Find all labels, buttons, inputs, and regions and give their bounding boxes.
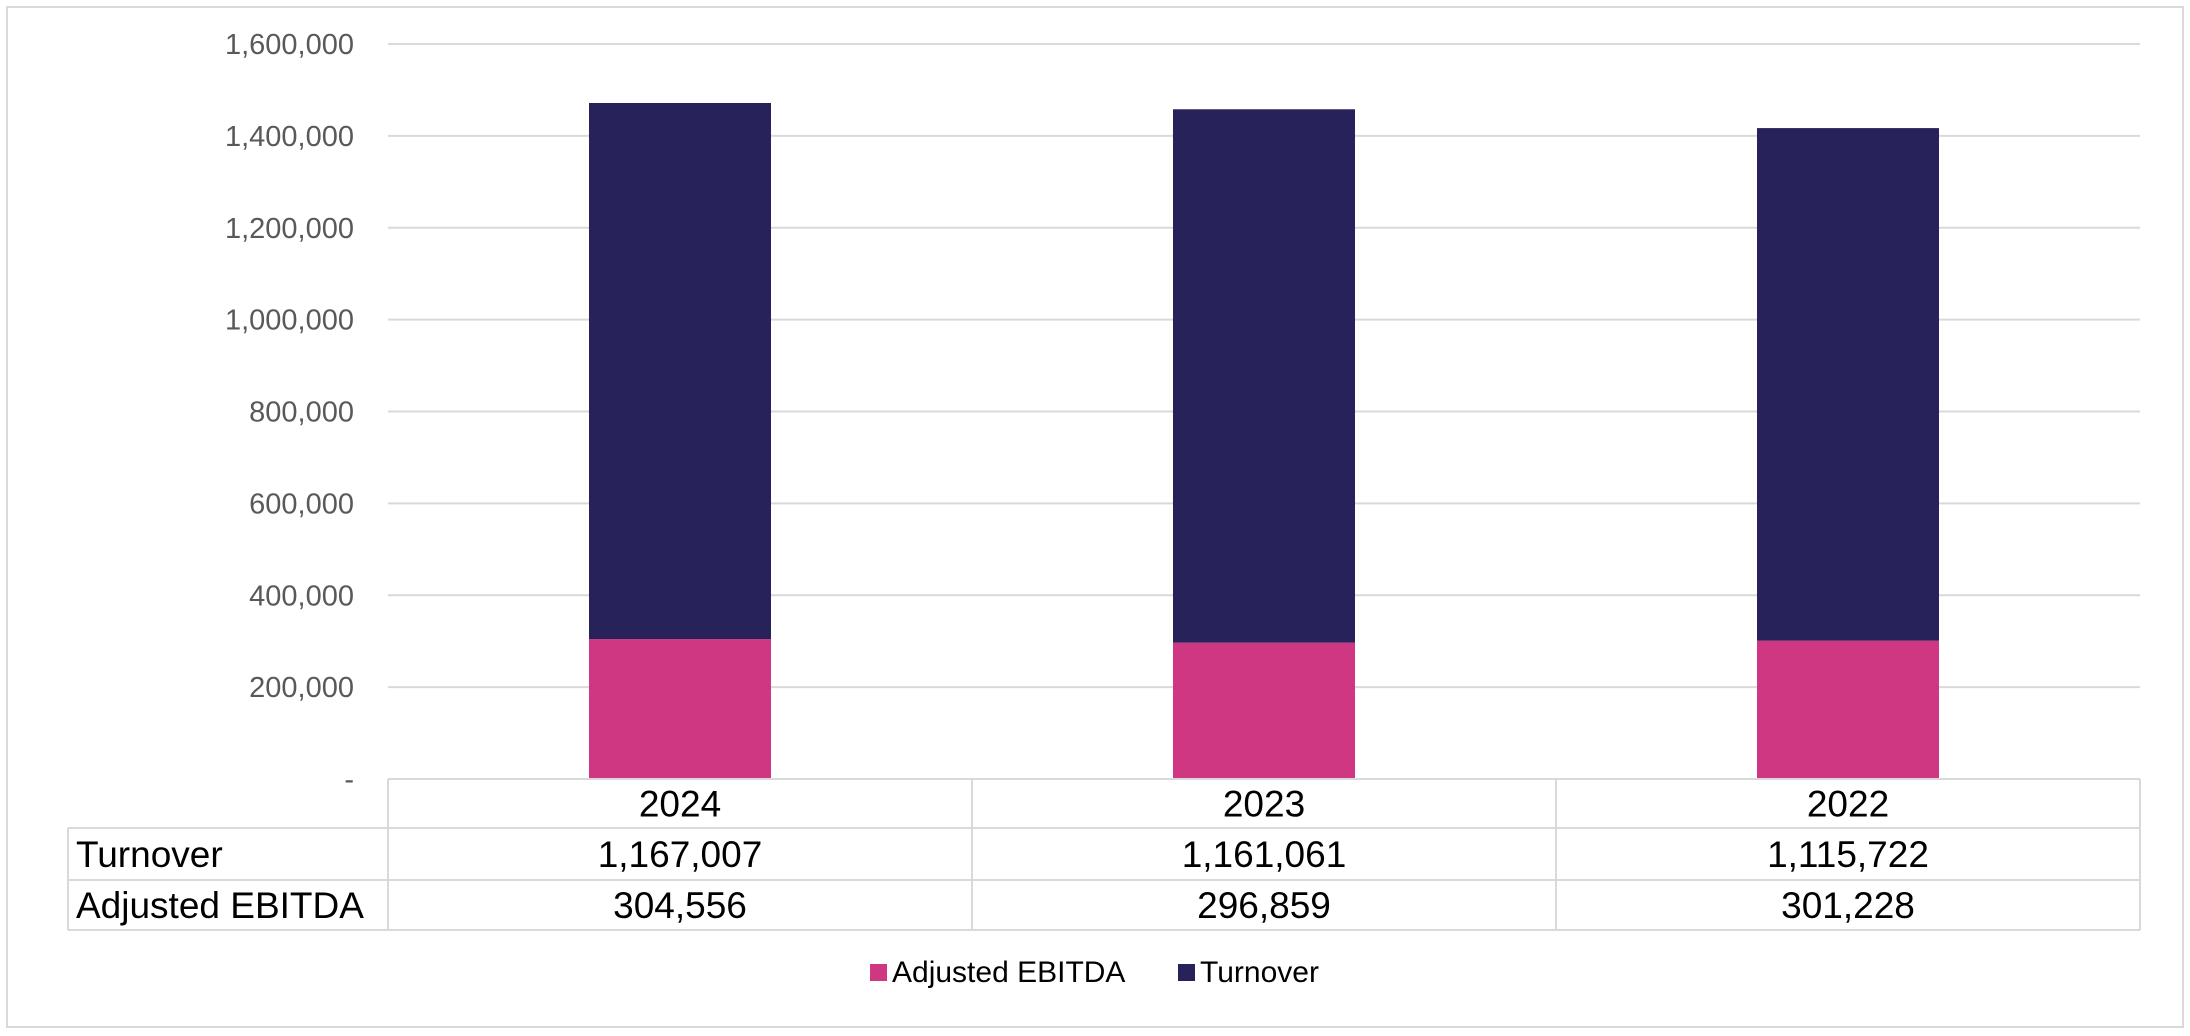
y-tick-label: 1,400,000 bbox=[225, 121, 354, 153]
table-row-label: Turnover bbox=[76, 834, 223, 875]
data-table: 2024 2023 2022 Turnover 1,167,007 1,161,061 1,… bbox=[67, 778, 2141, 931]
bar-adjusted-ebitda-2024 bbox=[589, 639, 771, 779]
y-tick-label: 400,000 bbox=[249, 580, 354, 612]
legend-label: Turnover bbox=[1200, 956, 1319, 989]
bar-turnover-2022 bbox=[1757, 128, 1939, 641]
table-cell-value: 1,167,007 bbox=[598, 834, 763, 875]
table-row-label: Adjusted EBITDA bbox=[76, 885, 364, 926]
table-cell-value: 301,228 bbox=[1781, 885, 1915, 926]
y-tick-label: 1,200,000 bbox=[225, 213, 354, 245]
legend: Adjusted EBITDA Turnover bbox=[870, 956, 1319, 989]
y-axis-tick-labels: - 200,000 400,000 600,000 800,000 1,000,000 1,… bbox=[225, 29, 354, 796]
bar-turnover-2023 bbox=[1173, 109, 1355, 643]
y-tick-label: 200,000 bbox=[249, 672, 354, 704]
bar-turnover-2024 bbox=[589, 103, 771, 640]
y-tick-label: 800,000 bbox=[249, 397, 354, 429]
table-cell-value: 304,556 bbox=[613, 885, 747, 926]
table-cell-value: 1,161,061 bbox=[1182, 834, 1347, 875]
category-label: 2024 bbox=[639, 784, 721, 825]
bars bbox=[589, 103, 1939, 779]
table-cell-value: 296,859 bbox=[1197, 885, 1331, 926]
table-cell-value: 1,115,722 bbox=[1767, 834, 1929, 875]
bar-adjusted-ebitda-2023 bbox=[1173, 642, 1355, 779]
y-tick-label: 600,000 bbox=[249, 488, 354, 520]
y-tick-label: 1,600,000 bbox=[225, 29, 354, 61]
y-tick-label: 1,000,000 bbox=[225, 305, 354, 337]
legend-swatch bbox=[870, 964, 887, 981]
legend-label: Adjusted EBITDA bbox=[892, 956, 1125, 989]
bar-adjusted-ebitda-2022 bbox=[1757, 640, 1939, 779]
legend-swatch bbox=[1178, 964, 1195, 981]
y-tick-label: - bbox=[344, 764, 354, 796]
category-label: 2023 bbox=[1223, 784, 1305, 825]
category-label: 2022 bbox=[1807, 784, 1889, 825]
